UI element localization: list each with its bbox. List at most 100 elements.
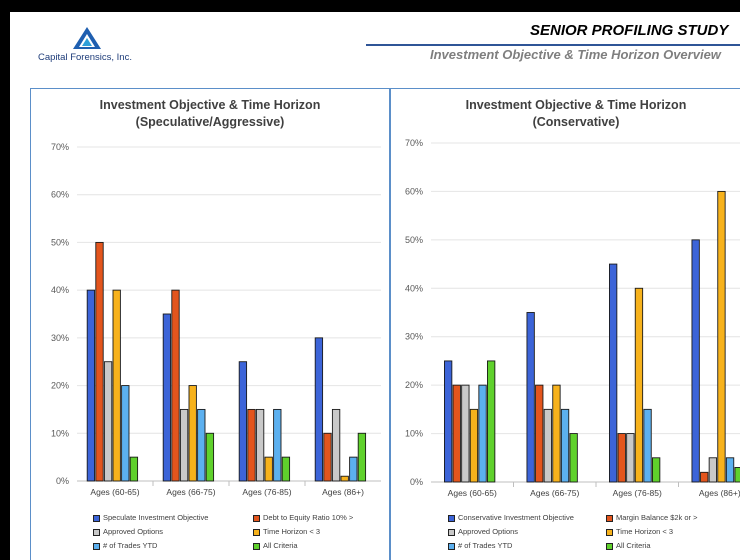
legend-label: Time Horizon < 3 [263, 527, 321, 536]
bar [205, 432, 215, 482]
legend-item: # of Trades YTD [93, 541, 157, 550]
y-tick-label: 60% [405, 186, 423, 196]
title-divider [366, 44, 740, 46]
legend-label: # of Trades YTD [458, 541, 513, 550]
legend-label: Approved Options [103, 527, 164, 536]
bar [469, 408, 479, 483]
y-tick-label: 0% [410, 477, 423, 487]
legend-swatch [606, 528, 613, 536]
bar [323, 432, 332, 482]
y-tick-label: 50% [405, 235, 423, 245]
x-tick-label: Ages (76-85) [242, 487, 291, 497]
bar [179, 408, 189, 482]
bar [634, 287, 644, 483]
legend-label: Debt to Equity Ratio 10% > [263, 513, 354, 522]
x-tick-label: Ages (60-65) [90, 487, 139, 497]
chart-title-line1: Investment Objective & Time Horizon [99, 98, 321, 112]
bar [708, 457, 717, 483]
y-tick-label: 10% [405, 429, 423, 439]
bar-chart-speculative: 0% 10% 20% 30% 40% 50% 60% 70% Ages (60-65) Ages … [51, 142, 381, 497]
chart-panel-speculative: Investment Objective & Time Horizon (Spe… [30, 88, 390, 560]
legend-item: Time Horizon < 3 [606, 527, 673, 536]
bar [626, 433, 635, 483]
bar [560, 408, 570, 483]
y-tick-label: 30% [405, 332, 423, 342]
bar [552, 384, 561, 483]
x-tick-label: Ages (66-75) [530, 488, 579, 498]
legend-label: All Criteria [616, 541, 651, 550]
bar [535, 384, 544, 483]
y-tick-label: 10% [51, 428, 69, 438]
x-tick-label: Ages (60-65) [448, 488, 497, 498]
y-tick-label: 30% [51, 333, 69, 343]
chart-title-line2: (Speculative/Aggressive) [135, 115, 285, 129]
legend-swatch [253, 514, 260, 522]
y-tick-label: 0% [56, 476, 69, 486]
company-logo: Capital Forensics, Inc. [38, 26, 148, 63]
bar [734, 467, 740, 483]
y-tick-label: 40% [405, 283, 423, 293]
legend-label: All Criteria [263, 541, 298, 550]
chart-title-line1: Investment Objective & Time Horizon [465, 98, 687, 112]
bar [273, 408, 282, 482]
bar [121, 385, 130, 482]
bar [643, 408, 652, 483]
slide: Capital Forensics, Inc. SENIOR PROFILING… [10, 12, 740, 560]
legend-swatch [448, 514, 455, 522]
bar [349, 456, 358, 482]
legend-swatch [93, 528, 100, 536]
legend-label: Speculate Investment Objective [103, 513, 209, 522]
legend-item: Time Horizon < 3 [253, 527, 320, 536]
bar [197, 408, 206, 482]
x-tick-label: Ages (86+) [699, 488, 740, 498]
chart-title-line2: (Conservative) [532, 115, 620, 129]
legend-label: Approved Options [458, 527, 519, 536]
legend-swatch [253, 528, 260, 536]
bar [281, 456, 291, 482]
chart-title: Investment Objective & Time Horizon (Spe… [31, 97, 389, 131]
bar [691, 239, 700, 483]
chart-panel-conservative: Investment Objective & Time Horizon (Con… [390, 88, 740, 560]
bar [461, 384, 470, 483]
legend-item: Approved Options [93, 527, 163, 536]
legend-label: Margin Balance $2k or > [616, 513, 698, 522]
y-tick-label: 70% [405, 138, 423, 148]
bar [255, 408, 265, 482]
legend-label: Conservative Investment Objective [458, 513, 574, 522]
bar [486, 360, 496, 483]
y-tick-label: 70% [51, 142, 69, 152]
bar [188, 385, 197, 482]
legend-swatch [93, 542, 100, 550]
bar [452, 384, 461, 483]
x-tick-label: Ages (66-75) [166, 487, 215, 497]
page-subtitle: Investment Objective & Time Horizon Over… [430, 47, 721, 62]
bar [264, 456, 273, 482]
y-tick-label: 20% [51, 381, 69, 391]
y-tick-label: 60% [51, 190, 69, 200]
legend-label: # of Trades YTD [103, 541, 158, 550]
triangle-logo-icon [73, 27, 101, 49]
legend-item: All Criteria [253, 541, 298, 550]
bar [247, 408, 256, 482]
legend-label: Time Horizon < 3 [616, 527, 674, 536]
legend-item: # of Trades YTD [448, 541, 512, 550]
bar-chart-conservative: 0% 10% 20% 30% 40% 50% 60% 70% Ages (60-65) Ages … [405, 138, 740, 498]
bar [171, 289, 180, 482]
y-tick-label: 50% [51, 237, 69, 247]
legend-item: All Criteria [606, 541, 651, 550]
legend-swatch [448, 528, 455, 536]
bar [103, 361, 113, 482]
bar [129, 456, 139, 482]
legend-swatch [448, 542, 455, 550]
chart-title: Investment Objective & Time Horizon (Con… [391, 97, 740, 131]
legend-swatch [606, 542, 613, 550]
x-tick-label: Ages (76-85) [613, 488, 662, 498]
bar [331, 408, 341, 482]
y-tick-label: 40% [51, 285, 69, 295]
page-title: SENIOR PROFILING STUDY [530, 22, 729, 39]
legend-item: Conservative Investment Objective [448, 513, 574, 522]
bar [725, 457, 735, 483]
bar [95, 241, 104, 482]
bar [478, 384, 487, 483]
company-name: Capital Forensics, Inc. [38, 52, 132, 63]
